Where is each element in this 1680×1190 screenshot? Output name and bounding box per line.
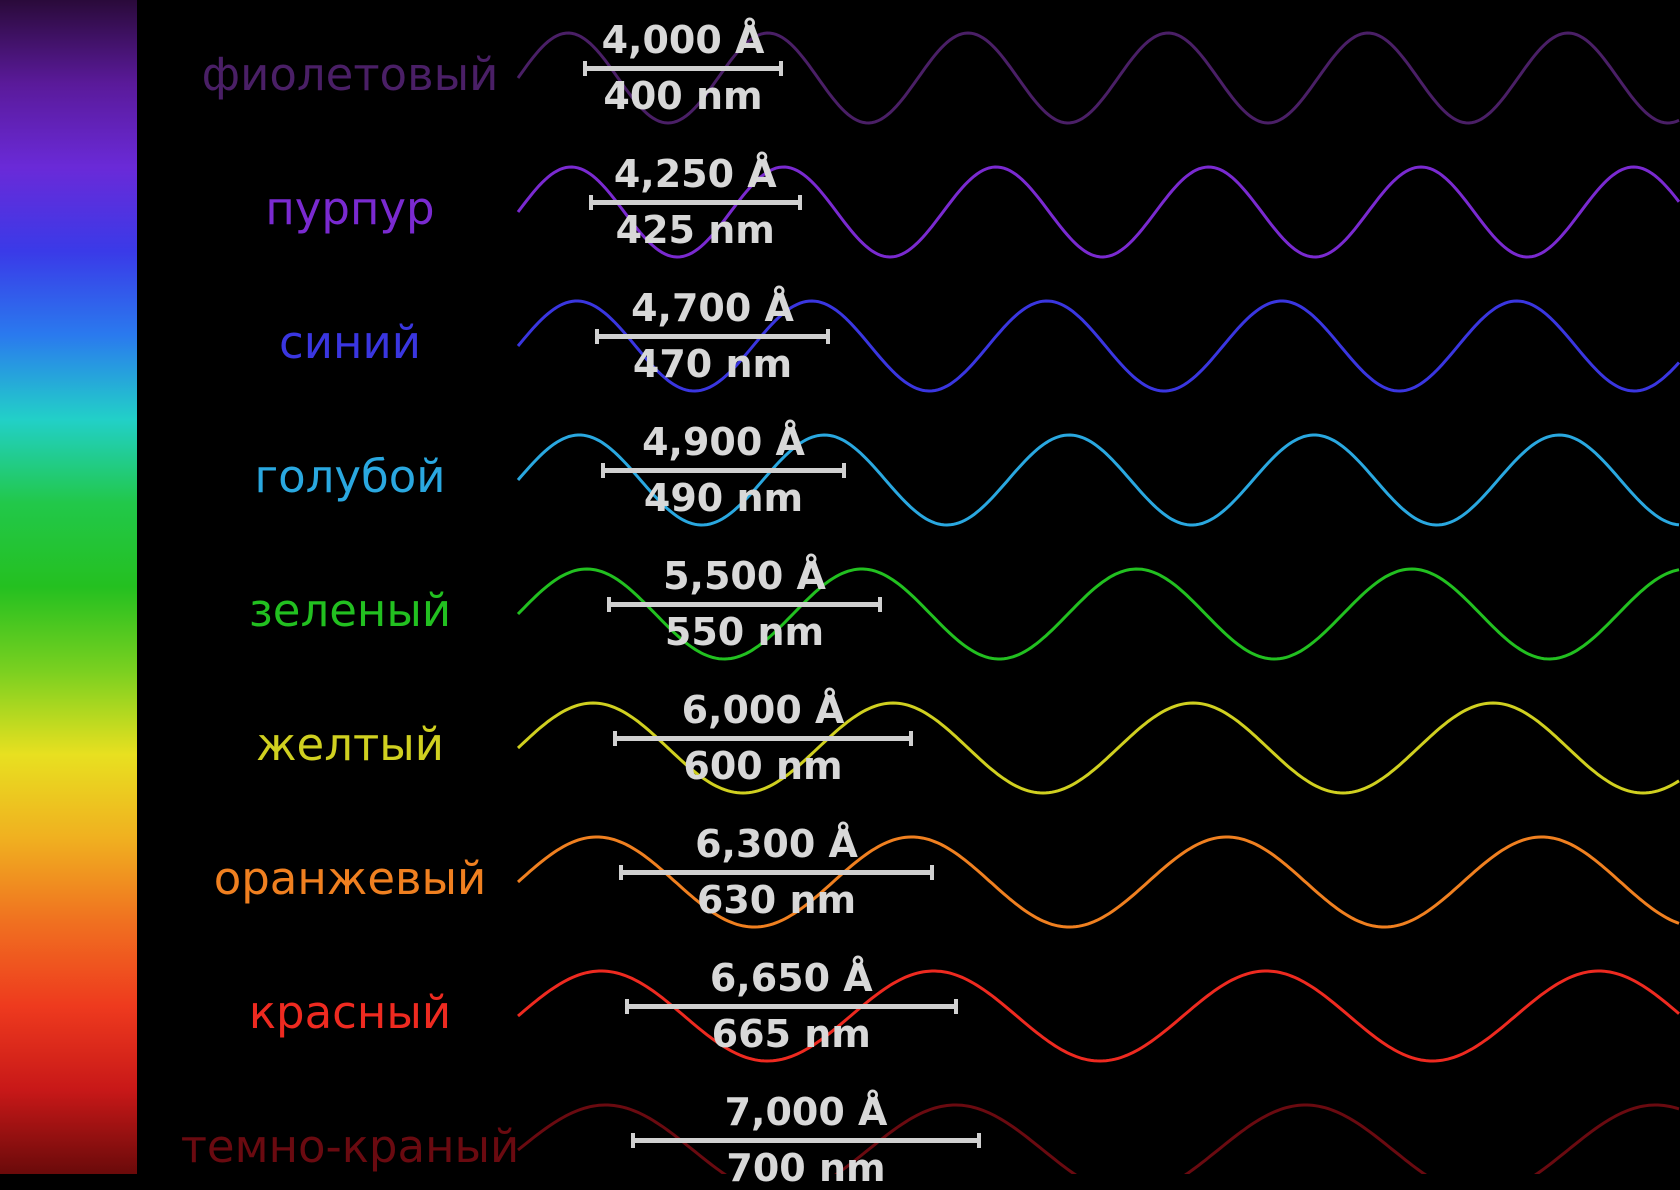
wavelength-scale-bar xyxy=(589,195,802,210)
nanometer-label: 425 nm xyxy=(615,208,775,252)
angstrom-label: 6,650 Å xyxy=(709,956,873,1000)
nanometer-label: 490 nm xyxy=(643,476,804,520)
wave-3 xyxy=(516,433,1680,527)
nanometer-label: 600 nm xyxy=(683,744,843,788)
wave-6 xyxy=(516,835,1680,929)
nanometer-label: 700 nm xyxy=(726,1146,886,1190)
angstrom-label: 4,900 Å xyxy=(642,420,805,464)
angstrom-label: 6,000 Å xyxy=(681,688,845,732)
color-name-label: темно-краный xyxy=(180,1120,520,1173)
wave-4 xyxy=(516,567,1680,661)
wavelength-scale-bar xyxy=(601,463,846,478)
wavelength-scale-bar xyxy=(607,597,882,612)
wave-1 xyxy=(516,165,1680,259)
wavelength-scale-bar xyxy=(619,865,934,880)
color-name-label: пурпур xyxy=(265,182,435,235)
wavelength-scale-bar xyxy=(595,329,830,344)
angstrom-label: 4,250 Å xyxy=(613,152,777,196)
angstrom-label: 6,300 Å xyxy=(695,822,858,866)
color-name-label: оранжевый xyxy=(213,852,487,905)
nanometer-label: 665 nm xyxy=(711,1012,871,1056)
nanometer-label: 470 nm xyxy=(632,342,793,386)
color-name-label: желтый xyxy=(256,718,444,771)
color-name-label: голубой xyxy=(254,450,446,503)
wave-0 xyxy=(516,31,1680,125)
wavelength-scale-bar xyxy=(625,999,958,1014)
angstrom-label: 5,500 Å xyxy=(663,554,826,598)
angstrom-label: 7,000 Å xyxy=(724,1090,888,1134)
color-spectrum-bar xyxy=(0,0,137,1174)
wave-5 xyxy=(516,701,1680,795)
wavelength-scale-bar xyxy=(631,1133,981,1148)
color-name-label: зеленый xyxy=(248,584,452,637)
color-name-label: красный xyxy=(248,986,452,1039)
angstrom-label: 4,000 Å xyxy=(601,18,765,62)
angstrom-label: 4,700 Å xyxy=(631,286,794,330)
nanometer-label: 550 nm xyxy=(664,610,825,654)
wave-2 xyxy=(516,299,1680,393)
wavelength-scale-bar xyxy=(613,731,913,746)
color-name-label: фиолетовый xyxy=(201,48,499,101)
wave-7 xyxy=(517,969,1680,1063)
color-name-label: синий xyxy=(279,316,421,369)
nanometer-label: 400 nm xyxy=(603,74,763,118)
wavelength-scale-bar xyxy=(583,61,783,76)
nanometer-label: 630 nm xyxy=(696,878,857,922)
wave-8 xyxy=(517,1103,1680,1174)
